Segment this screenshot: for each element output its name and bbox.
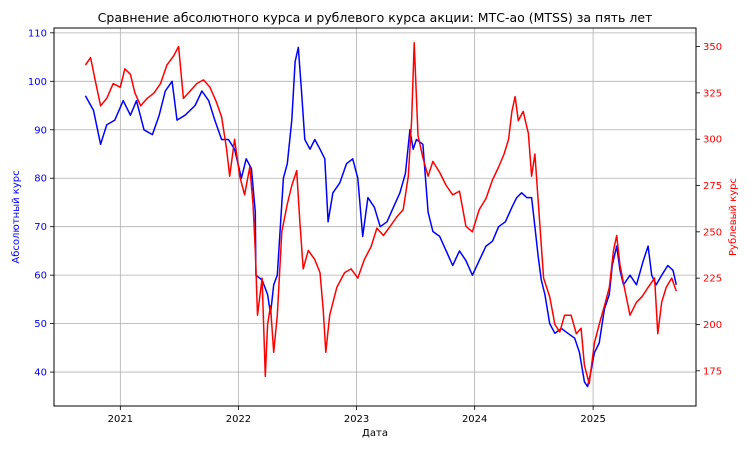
- chart-title: Сравнение абсолютного курса и рублевого …: [98, 10, 653, 25]
- y-left-tick-label: 100: [28, 77, 47, 88]
- y-right-tick-label: 200: [703, 320, 722, 331]
- x-axis-label: Дата: [362, 428, 388, 439]
- y-left-tick-label: 50: [34, 319, 47, 330]
- y-right-tick-label: 325: [703, 88, 722, 99]
- x-axis: 2021 2022 2023 2024 2025: [108, 406, 606, 425]
- y-left-tick-label: 60: [34, 271, 47, 282]
- y-right-tick-label: 275: [703, 181, 722, 192]
- y-left-tick-label: 110: [28, 28, 47, 39]
- x-tick-label: 2021: [108, 414, 133, 425]
- y-axis-left-label: Абсолютный курс: [11, 170, 22, 263]
- x-tick-label: 2022: [226, 414, 251, 425]
- y-right-tick-label: 175: [703, 366, 722, 377]
- y-right-tick-label: 225: [703, 274, 722, 285]
- y-axis-right-label: Рублевый курс: [728, 178, 739, 256]
- x-tick-label: 2025: [580, 414, 605, 425]
- y-axis-left: 40 50 60 70 80 90 100 110: [28, 28, 54, 379]
- y-left-tick-label: 40: [34, 368, 47, 379]
- x-tick-label: 2024: [462, 414, 487, 425]
- y-right-tick-label: 350: [703, 42, 722, 53]
- y-left-tick-label: 80: [34, 174, 47, 185]
- series-line-right-axis: [84, 42, 678, 385]
- y-left-tick-label: 70: [34, 222, 47, 233]
- y-axis-right: 175 200 225 250 275 300 325 350: [696, 42, 722, 377]
- y-left-tick-label: 90: [34, 125, 47, 136]
- y-right-tick-label: 300: [703, 135, 722, 146]
- y-right-tick-label: 250: [703, 227, 722, 238]
- plot-frame: [53, 27, 697, 407]
- x-tick-label: 2023: [344, 414, 369, 425]
- series-layer: [84, 42, 678, 388]
